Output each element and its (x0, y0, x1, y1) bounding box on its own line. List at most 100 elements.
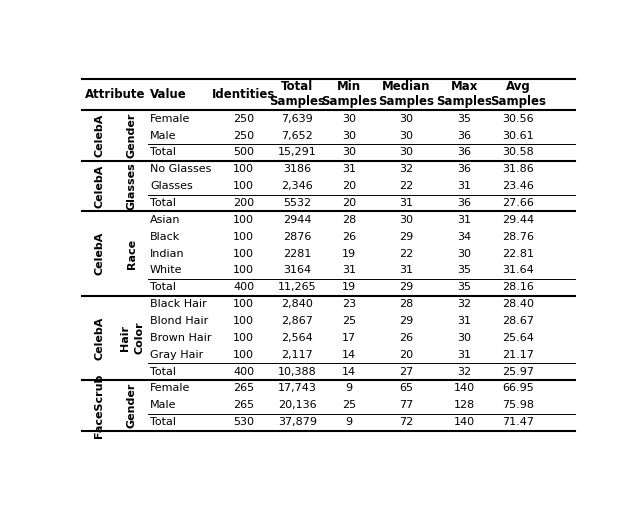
Text: 265: 265 (233, 384, 254, 394)
Text: Max
Samples: Max Samples (436, 80, 492, 108)
Text: 20,136: 20,136 (278, 400, 317, 410)
Text: 128: 128 (454, 400, 475, 410)
Text: Min
Samples: Min Samples (321, 80, 377, 108)
Text: 3186: 3186 (284, 164, 312, 174)
Text: 28: 28 (399, 299, 413, 309)
Text: 35: 35 (458, 265, 472, 275)
Text: 100: 100 (234, 265, 254, 275)
Text: 35: 35 (458, 114, 472, 123)
Text: 31: 31 (458, 215, 472, 225)
Text: 10,388: 10,388 (278, 367, 317, 376)
Text: 530: 530 (234, 417, 254, 427)
Text: 2281: 2281 (284, 248, 312, 259)
Text: 250: 250 (233, 114, 254, 123)
Text: White: White (150, 265, 182, 275)
Text: Hair: Hair (120, 325, 130, 351)
Text: 3164: 3164 (284, 265, 312, 275)
Text: 25.64: 25.64 (502, 333, 534, 343)
Text: 23.46: 23.46 (502, 181, 534, 191)
Text: 400: 400 (233, 282, 254, 292)
Text: Gray Hair: Gray Hair (150, 350, 204, 360)
Text: 19: 19 (342, 282, 356, 292)
Text: Asian: Asian (150, 215, 180, 225)
Text: 100: 100 (234, 350, 254, 360)
Text: 30: 30 (342, 131, 356, 141)
Text: 28: 28 (342, 215, 356, 225)
Text: 14: 14 (342, 367, 356, 376)
Text: 20: 20 (399, 350, 413, 360)
Text: 26: 26 (399, 333, 413, 343)
Text: 500: 500 (234, 147, 254, 157)
Text: Total
Samples: Total Samples (269, 80, 326, 108)
Text: 31: 31 (399, 198, 413, 208)
Text: 22: 22 (399, 248, 413, 259)
Text: 30: 30 (399, 147, 413, 157)
Text: 140: 140 (454, 417, 475, 427)
Text: 200: 200 (233, 198, 254, 208)
Text: 31: 31 (399, 265, 413, 275)
Text: 9: 9 (346, 384, 353, 394)
Text: Gender: Gender (127, 383, 137, 428)
Text: 66.95: 66.95 (502, 384, 534, 394)
Text: 35: 35 (458, 282, 472, 292)
Text: 77: 77 (399, 400, 413, 410)
Text: 75.98: 75.98 (502, 400, 534, 410)
Text: 100: 100 (234, 316, 254, 326)
Text: 15,291: 15,291 (278, 147, 317, 157)
Text: 28.76: 28.76 (502, 232, 534, 242)
Text: 19: 19 (342, 248, 356, 259)
Text: Color: Color (134, 322, 144, 354)
Text: CelebA: CelebA (94, 232, 104, 275)
Text: 29.44: 29.44 (502, 215, 534, 225)
Text: Brown Hair: Brown Hair (150, 333, 211, 343)
Text: 30: 30 (399, 114, 413, 123)
Text: 400: 400 (233, 367, 254, 376)
Text: 250: 250 (233, 131, 254, 141)
Text: 30: 30 (342, 114, 356, 123)
Text: 2944: 2944 (284, 215, 312, 225)
Text: 31.64: 31.64 (502, 265, 534, 275)
Text: 31: 31 (342, 164, 356, 174)
Text: 100: 100 (234, 248, 254, 259)
Text: 32: 32 (458, 299, 472, 309)
Text: CelebA: CelebA (94, 165, 104, 208)
Text: 30: 30 (458, 248, 472, 259)
Text: 29: 29 (399, 282, 413, 292)
Text: 23: 23 (342, 299, 356, 309)
Text: 100: 100 (234, 164, 254, 174)
Text: Value: Value (150, 88, 187, 101)
Text: 265: 265 (233, 400, 254, 410)
Text: FaceScrub: FaceScrub (94, 373, 104, 437)
Text: CelebA: CelebA (94, 316, 104, 360)
Text: 27.66: 27.66 (502, 198, 534, 208)
Text: 2,346: 2,346 (282, 181, 314, 191)
Text: Total: Total (150, 198, 176, 208)
Text: 29: 29 (399, 232, 413, 242)
Text: 36: 36 (458, 164, 472, 174)
Text: 14: 14 (342, 350, 356, 360)
Text: Median
Samples: Median Samples (378, 80, 434, 108)
Text: 22: 22 (399, 181, 413, 191)
Text: Total: Total (150, 417, 176, 427)
Text: 100: 100 (234, 215, 254, 225)
Text: 30: 30 (342, 147, 356, 157)
Text: 100: 100 (234, 181, 254, 191)
Text: Female: Female (150, 114, 190, 123)
Text: 36: 36 (458, 131, 472, 141)
Text: Race: Race (127, 238, 137, 269)
Text: 34: 34 (458, 232, 472, 242)
Text: Gender: Gender (127, 113, 137, 158)
Text: 2876: 2876 (284, 232, 312, 242)
Text: Indian: Indian (150, 248, 184, 259)
Text: 31: 31 (458, 350, 472, 360)
Text: 20: 20 (342, 198, 356, 208)
Text: 25: 25 (342, 400, 356, 410)
Text: 25: 25 (342, 316, 356, 326)
Text: 7,652: 7,652 (282, 131, 314, 141)
Text: 32: 32 (458, 367, 472, 376)
Text: 9: 9 (346, 417, 353, 427)
Text: 36: 36 (458, 147, 472, 157)
Text: Glasses: Glasses (127, 162, 137, 210)
Text: 31.86: 31.86 (502, 164, 534, 174)
Text: 21.17: 21.17 (502, 350, 534, 360)
